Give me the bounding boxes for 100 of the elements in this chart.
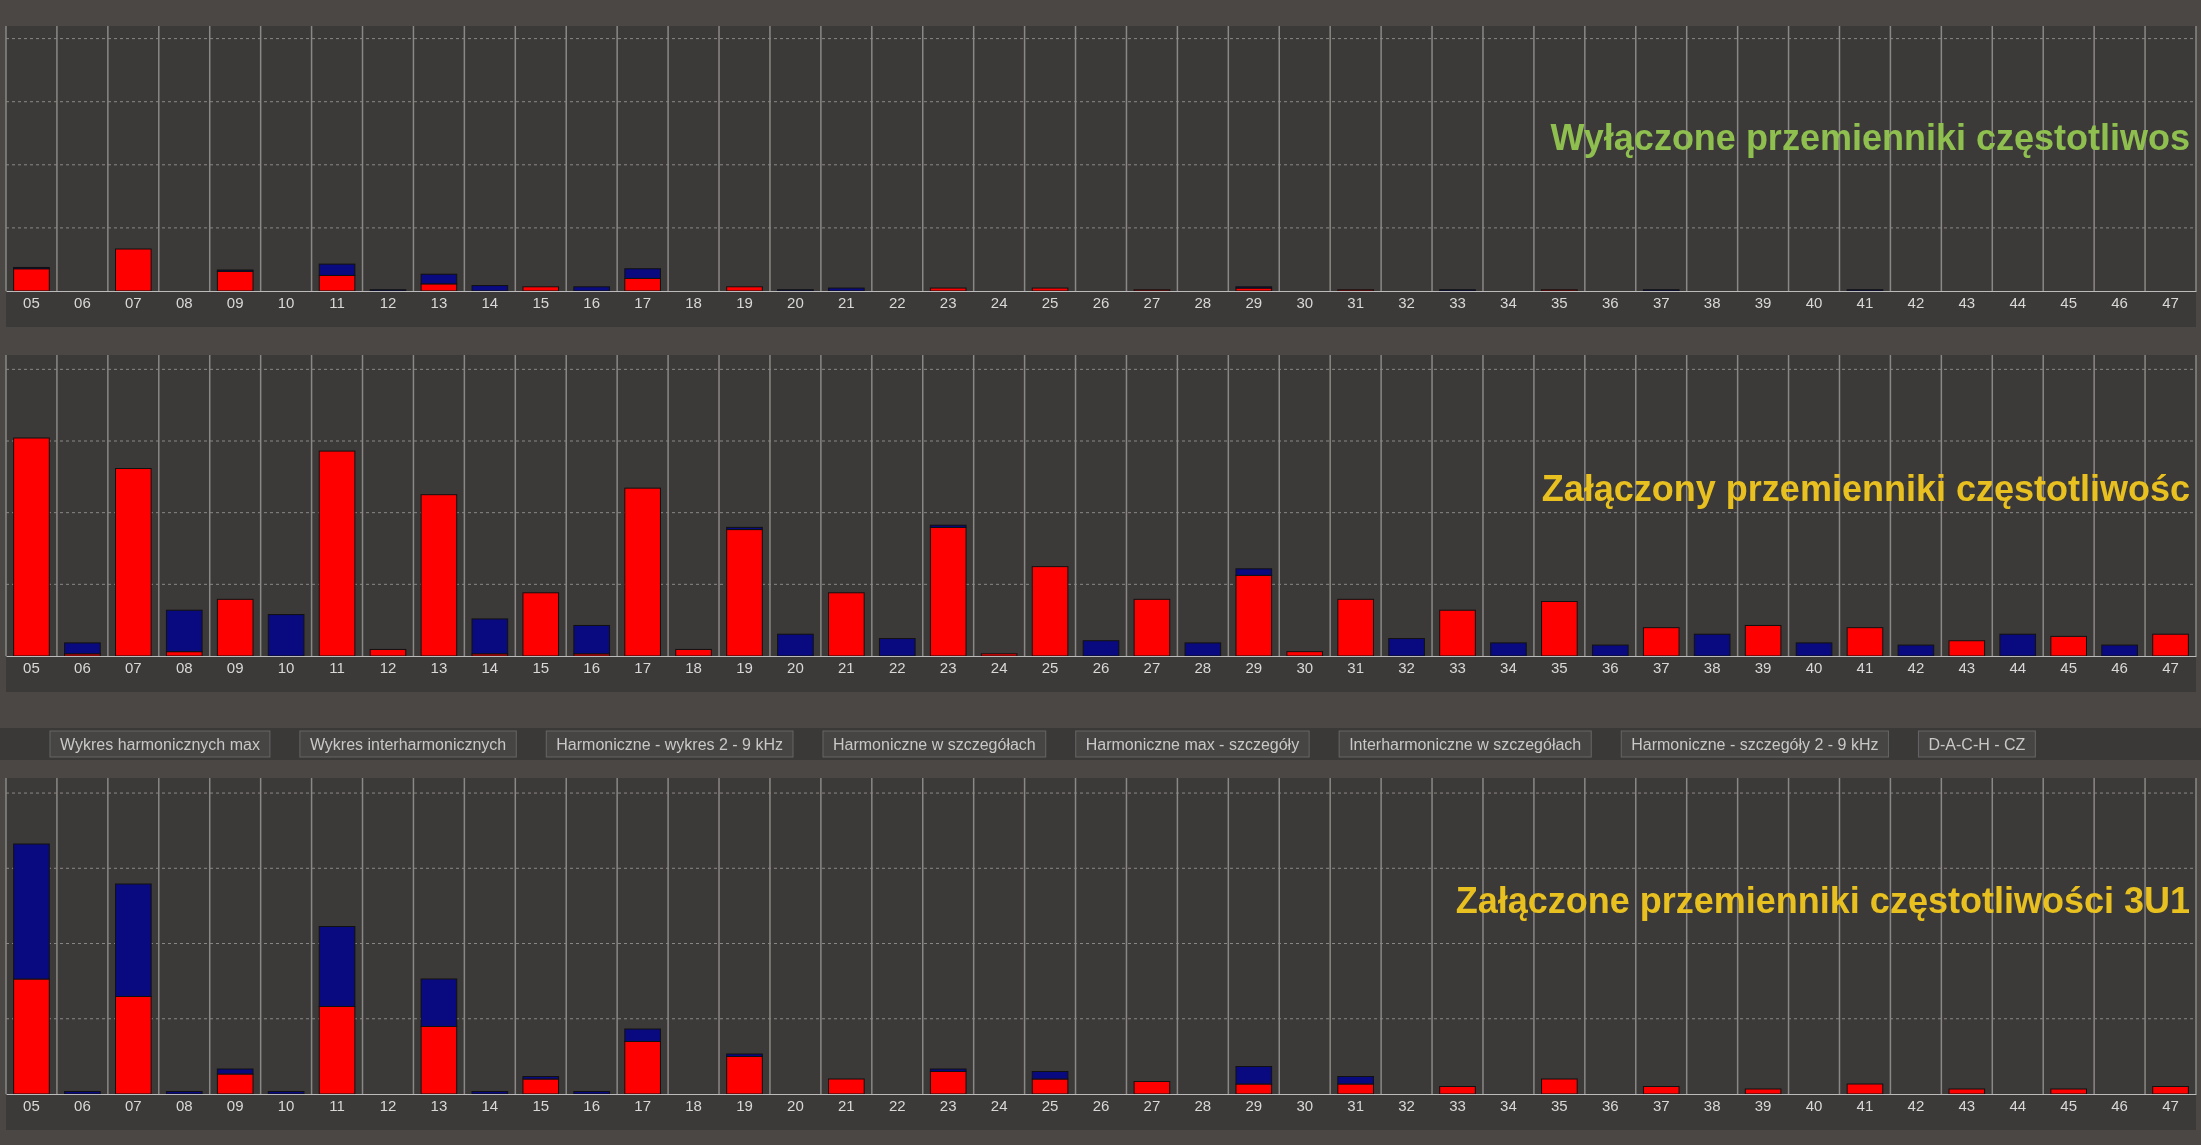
- text: Harmoniczne w szczegółach: [832, 736, 1036, 753]
- bar: [828, 287, 865, 292]
- x-tick-label: 46: [2111, 1097, 2128, 1114]
- x-tick-label: 21: [838, 659, 855, 676]
- x-tick-label: 09: [226, 659, 244, 676]
- bar: [878, 638, 916, 657]
- x-tick-label: 14: [481, 1097, 499, 1114]
- bar: [980, 653, 1018, 657]
- x-tick-label: 27: [1143, 294, 1161, 311]
- bar: [1031, 287, 1069, 292]
- text: Interharmoniczne w szczegółach: [1349, 736, 1582, 753]
- x-tick-label: 35: [1551, 659, 1568, 676]
- x-tick-label: 20: [787, 294, 804, 311]
- bar: [1846, 1083, 1884, 1095]
- x-tick-label: 15: [532, 294, 550, 311]
- x-tick-label: 11: [329, 1097, 345, 1114]
- x-tick-label: 24: [990, 294, 1008, 311]
- bar: [1541, 601, 1578, 657]
- x-tick-label: 35: [1551, 294, 1568, 311]
- x-tick-label: 42: [1907, 1097, 1925, 1114]
- x-tick-label: 13: [430, 1097, 448, 1114]
- x-tick-label: 40: [1805, 294, 1823, 311]
- x-tick-label: 37: [1652, 1097, 1670, 1114]
- x-tick-label: 41: [1856, 659, 1874, 676]
- x-tick-label: 10: [277, 1097, 295, 1114]
- bar: [64, 642, 101, 655]
- text: Harmoniczne max - szczegóły: [1085, 736, 1300, 753]
- x-tick-label: 36: [1601, 294, 1619, 311]
- x-tick-label: 33: [1449, 659, 1466, 676]
- bar: [1184, 642, 1222, 657]
- bar: [2050, 635, 2087, 657]
- bar: [1439, 609, 1476, 657]
- x-tick-label: 42: [1907, 294, 1925, 311]
- x-tick-label: 20: [787, 659, 804, 676]
- x-tick-label: 08: [175, 659, 193, 676]
- bar: [115, 248, 152, 292]
- x-tick-label: 32: [1398, 659, 1415, 676]
- x-tick-label: 43: [1958, 294, 1976, 311]
- bar: [1846, 627, 1884, 657]
- x-tick-label: 28: [1194, 294, 1212, 311]
- x-tick-label: 25: [1041, 294, 1059, 311]
- x-tick-label: 09: [226, 1097, 244, 1114]
- x-tick-label: 46: [2111, 294, 2128, 311]
- x-tick-label: 07: [124, 659, 142, 676]
- x-tick-label: 40: [1805, 659, 1823, 676]
- x-tick-label: 36: [1601, 659, 1619, 676]
- bar: [13, 268, 50, 292]
- bar: [216, 598, 254, 657]
- bar: [726, 529, 763, 657]
- bar: [2152, 633, 2189, 657]
- x-tick-label: 30: [1296, 294, 1314, 311]
- text: Wykres harmonicznych max: [60, 736, 260, 753]
- bar: [573, 1091, 611, 1095]
- bar: [929, 526, 967, 657]
- x-tick-label: 13: [430, 294, 448, 311]
- x-tick-label: 18: [685, 294, 702, 311]
- x-tick-label: 06: [74, 659, 91, 676]
- x-tick-label: 19: [736, 659, 753, 676]
- bar: [369, 648, 407, 657]
- bar: [1439, 1086, 1476, 1095]
- x-tick-label: 41: [1856, 294, 1874, 311]
- bar: [1031, 566, 1069, 657]
- x-tick-label: 26: [1092, 659, 1110, 676]
- x-tick-label: 36: [1601, 1097, 1619, 1114]
- x-tick-label: 39: [1754, 1097, 1772, 1114]
- bar: [675, 648, 712, 657]
- bar: [267, 614, 305, 657]
- x-tick-label: 22: [888, 659, 906, 676]
- x-tick-label: 27: [1143, 1097, 1161, 1114]
- bar: [165, 1091, 203, 1095]
- x-tick-label: 05: [23, 294, 40, 311]
- x-tick-label: 40: [1805, 1097, 1823, 1114]
- x-tick-label: 39: [1754, 294, 1772, 311]
- x-tick-label: 32: [1398, 294, 1415, 311]
- x-tick-label: 47: [2162, 1097, 2179, 1114]
- x-tick-label: 19: [736, 294, 753, 311]
- bar: [1490, 642, 1527, 657]
- x-tick-label: 05: [23, 659, 40, 676]
- x-tick-label: 06: [74, 294, 91, 311]
- x-tick-label: 29: [1245, 659, 1263, 676]
- x-tick-label: 15: [532, 659, 550, 676]
- x-tick-label: 29: [1245, 1097, 1263, 1114]
- x-tick-label: 43: [1958, 1097, 1976, 1114]
- bar: [624, 487, 661, 657]
- x-tick-label: 31: [1347, 294, 1364, 311]
- bar: [1744, 1088, 1782, 1095]
- x-tick-label: 43: [1958, 659, 1976, 676]
- bar: [13, 437, 50, 657]
- x-tick-label: 37: [1652, 659, 1670, 676]
- bar: [1133, 1081, 1171, 1095]
- bar: [1948, 640, 1986, 657]
- bar: [1795, 642, 1833, 657]
- x-tick-label: 14: [481, 659, 499, 676]
- x-tick-label: 10: [277, 659, 295, 676]
- bar: [726, 286, 763, 292]
- x-tick-label: 26: [1092, 294, 1110, 311]
- x-tick-label: 44: [2009, 1097, 2027, 1114]
- x-tick-label: 31: [1347, 1097, 1364, 1114]
- x-tick-label: 25: [1041, 659, 1059, 676]
- x-tick-label: 44: [2009, 294, 2027, 311]
